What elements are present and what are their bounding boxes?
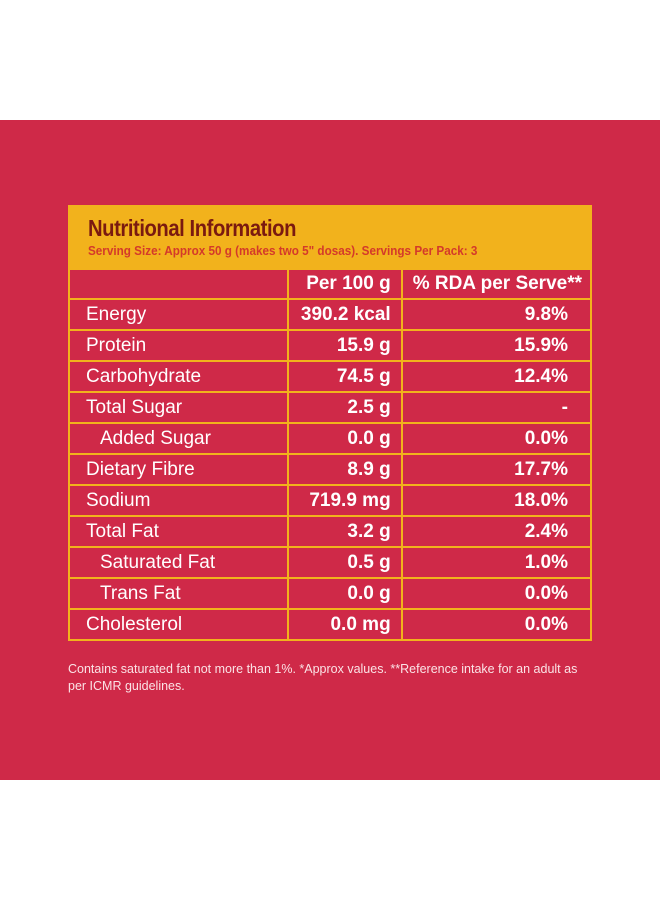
footnote: Contains saturated fat not more than 1%.… — [68, 662, 578, 693]
table-row: Energy 390.2 kcal 9.8% — [70, 298, 590, 331]
nutrient-name: Saturated Fat — [70, 546, 290, 579]
per-100g-value: 15.9 g — [287, 329, 403, 362]
table-row: Cholesterol 0.0 mg 0.0% — [70, 608, 590, 639]
per-100g-value: 0.0 g — [287, 422, 403, 455]
nutrition-table: Per 100 g % RDA per Serve** Energy 390.2 … — [70, 270, 590, 639]
rda-value: 17.7% — [400, 453, 590, 486]
rda-value: 1.0% — [400, 546, 590, 579]
nutrient-name: Total Fat — [70, 515, 290, 548]
rda-value: 0.0% — [400, 608, 590, 639]
rda-value: 18.0% — [400, 484, 590, 517]
table-row: Total Fat 3.2 g 2.4% — [70, 515, 590, 548]
table-row: Trans Fat 0.0 g 0.0% — [70, 577, 590, 610]
rda-value: 0.0% — [400, 577, 590, 610]
per-100g-value: 719.9 mg — [287, 484, 403, 517]
per-100g-value: 74.5 g — [287, 360, 403, 393]
table-row: Added Sugar 0.0 g 0.0% — [70, 422, 590, 455]
nutrient-name: Total Sugar — [70, 391, 290, 424]
nutrient-name: Trans Fat — [70, 577, 290, 610]
header-rda: % RDA per Serve** — [400, 270, 590, 300]
rda-value: 15.9% — [400, 329, 590, 362]
nutrient-name: Protein — [70, 329, 290, 362]
rda-value: - — [400, 391, 590, 424]
rda-value: 2.4% — [400, 515, 590, 548]
per-100g-value: 3.2 g — [287, 515, 403, 548]
nutrition-panel: Nutritional Information Serving Size: Ap… — [68, 205, 592, 641]
rda-value: 12.4% — [400, 360, 590, 393]
per-100g-value: 2.5 g — [287, 391, 403, 424]
header-per-100g: Per 100 g — [287, 270, 403, 300]
nutrient-name: Sodium — [70, 484, 290, 517]
table-row: Carbohydrate 74.5 g 12.4% — [70, 360, 590, 393]
per-100g-value: 390.2 kcal — [287, 298, 403, 331]
per-100g-value: 0.5 g — [287, 546, 403, 579]
per-100g-value: 8.9 g — [287, 453, 403, 486]
nutrient-name: Added Sugar — [70, 422, 290, 455]
table-row: Saturated Fat 0.5 g 1.0% — [70, 546, 590, 579]
nutrient-name: Dietary Fibre — [70, 453, 290, 486]
table-row: Total Sugar 2.5 g- — [70, 391, 590, 424]
rda-value: 0.0% — [400, 422, 590, 455]
per-100g-value: 0.0 mg — [287, 608, 403, 639]
per-100g-value: 0.0 g — [287, 577, 403, 610]
rda-value: 9.8% — [400, 298, 590, 331]
serving-info: Serving Size: Approx 50 g (makes two 5" … — [88, 243, 478, 258]
panel-title: Nutritional Information — [88, 215, 297, 241]
nutrient-name: Carbohydrate — [70, 360, 290, 393]
nutrient-name: Cholesterol — [70, 608, 290, 639]
table-row: Protein 15.9 g 15.9% — [70, 329, 590, 362]
table-row: Sodium 719.9 mg 18.0% — [70, 484, 590, 517]
header-nutrient — [70, 270, 290, 300]
panel-header: Nutritional Information Serving Size: Ap… — [70, 207, 590, 270]
nutrient-name: Energy — [70, 298, 290, 331]
table-row: Dietary Fibre 8.9 g 17.7% — [70, 453, 590, 486]
table-header-row: Per 100 g % RDA per Serve** — [70, 270, 590, 300]
